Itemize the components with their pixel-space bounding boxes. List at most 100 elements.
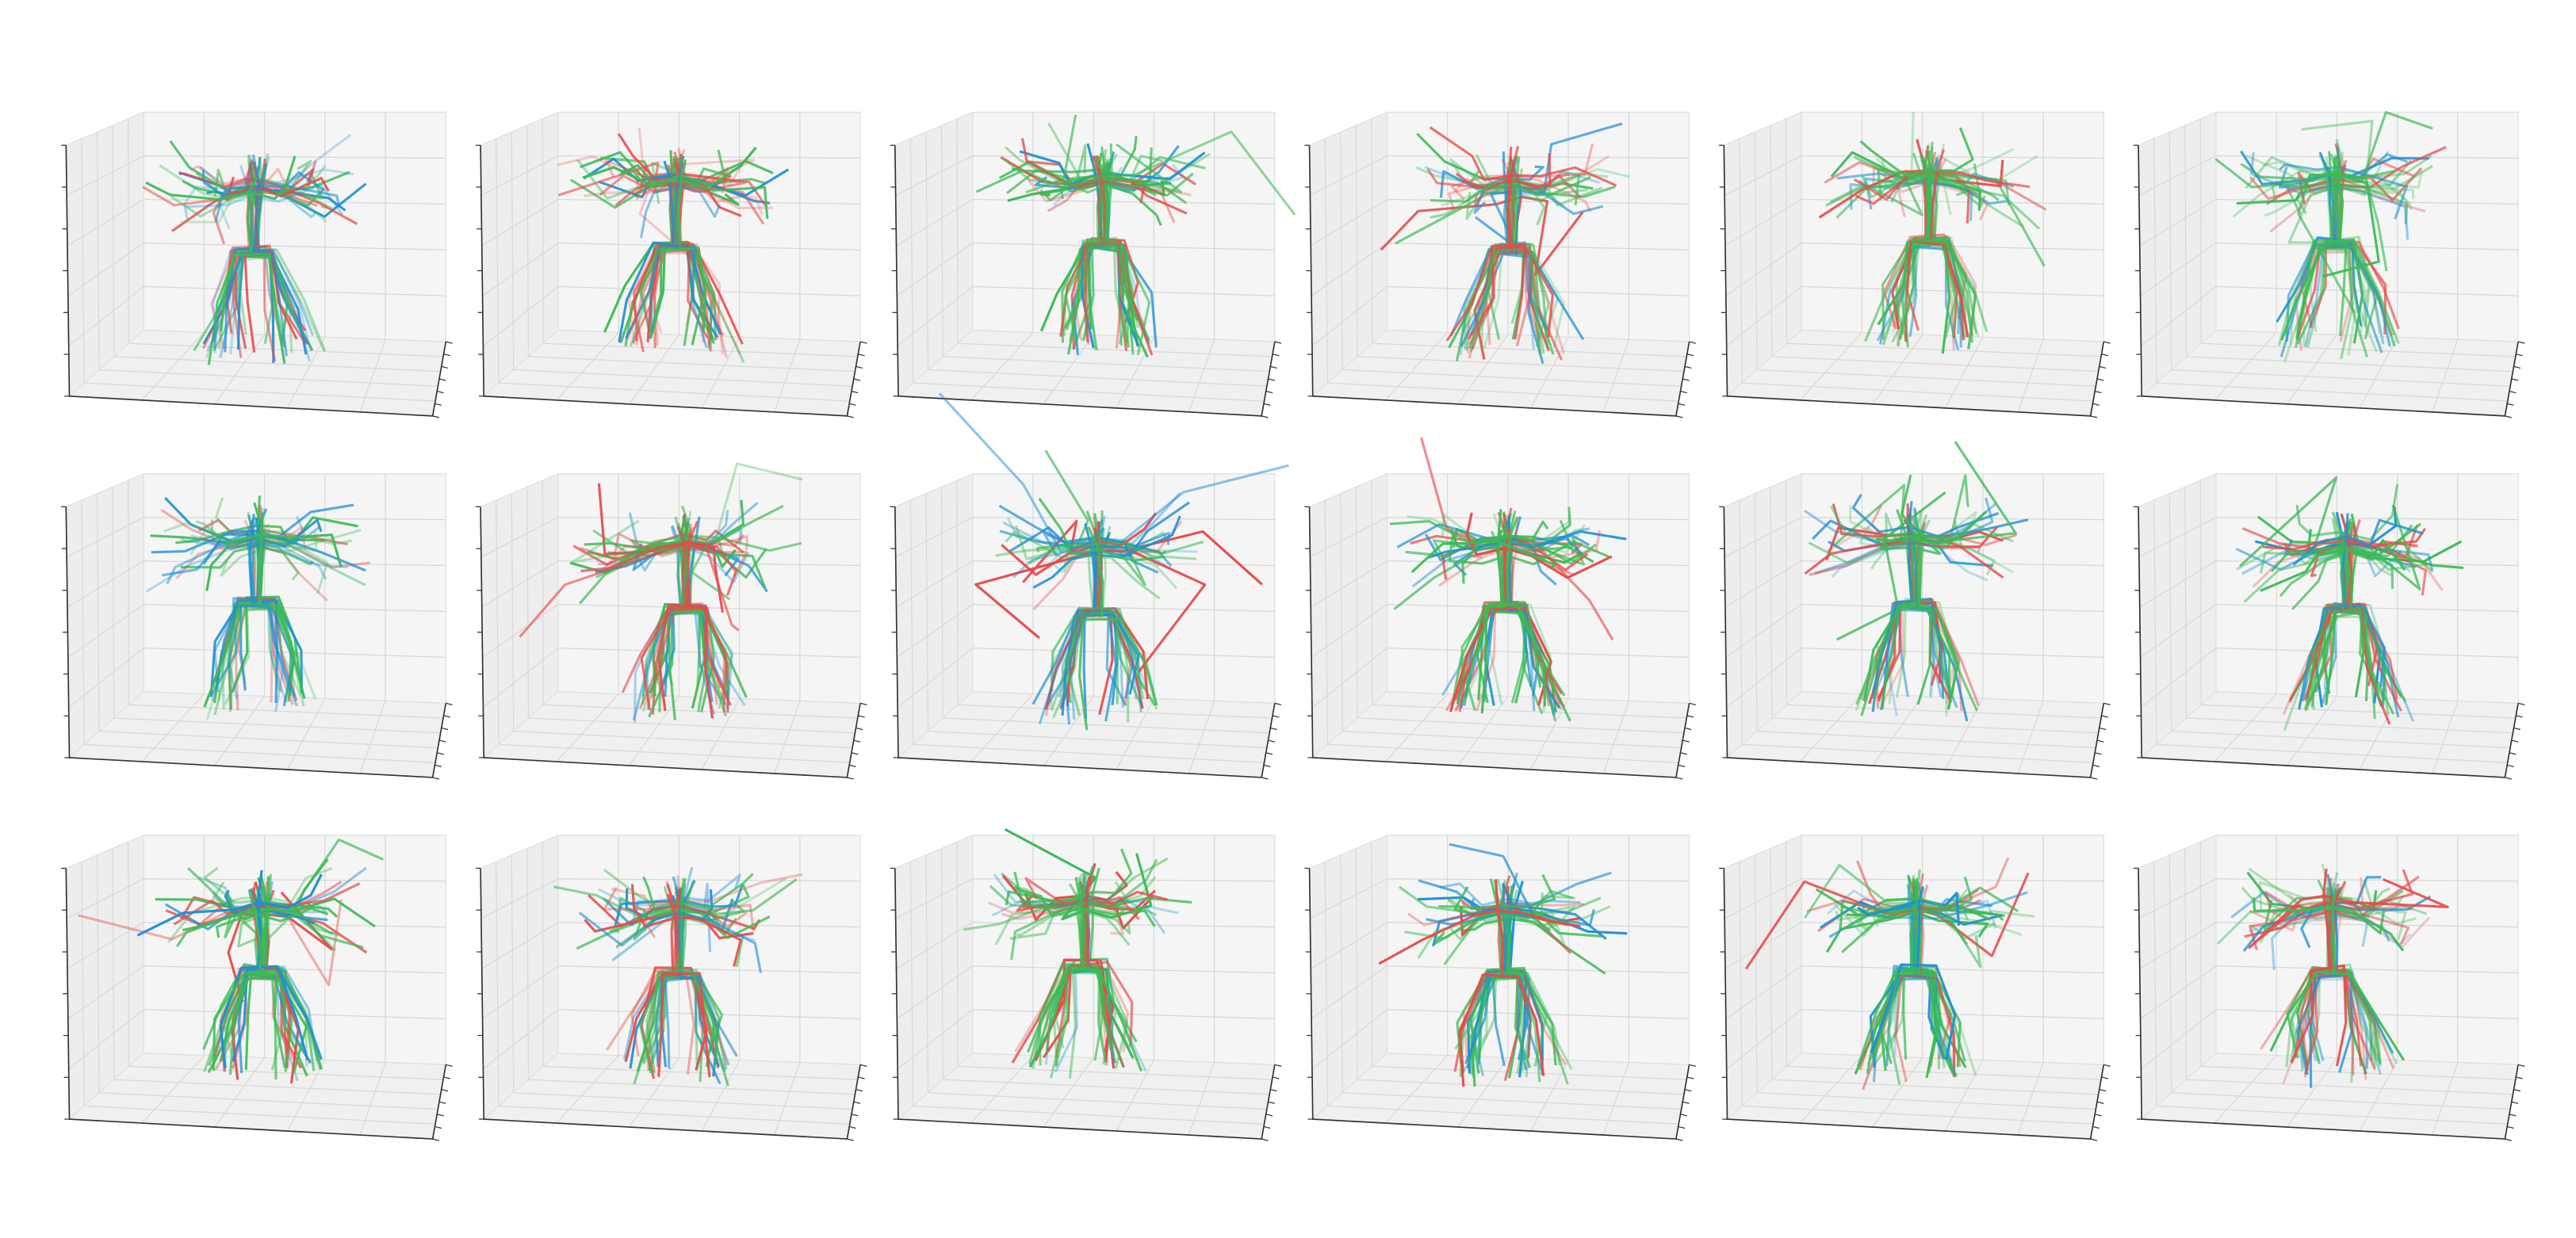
floor-grid <box>970 332 1034 401</box>
panel <box>2133 472 2525 780</box>
panel <box>61 472 453 780</box>
tick <box>1272 353 1280 357</box>
wall-grid <box>1754 132 1758 370</box>
floor-grid <box>2156 743 2508 763</box>
tick <box>847 415 854 418</box>
wall-grid <box>1801 604 2104 613</box>
skeleton-limb <box>619 163 769 220</box>
floor-grid <box>1742 382 2094 402</box>
skeleton-limb <box>1074 877 1085 968</box>
back-wall <box>972 835 1276 1065</box>
wall-grid <box>481 922 559 969</box>
floor-grid <box>2171 730 2511 749</box>
floor-grid <box>84 1105 436 1125</box>
skeleton-limb <box>145 543 348 593</box>
wall-grid <box>128 480 130 705</box>
wall-grid <box>1724 878 1802 919</box>
skeleton-limb <box>609 873 754 933</box>
wall-grid <box>972 648 1275 658</box>
wall-grid <box>1786 480 1788 705</box>
floor-grid <box>957 342 1273 357</box>
wall-grid <box>896 965 974 1019</box>
floor-grid <box>556 694 619 762</box>
floor-grid <box>214 696 266 766</box>
floor-grid <box>1116 698 1154 770</box>
wall-grid <box>557 560 861 567</box>
skeleton-limb <box>239 164 254 253</box>
floor-grid <box>2171 369 2511 387</box>
wall-grid <box>972 1009 1275 1020</box>
tick <box>2099 727 2107 731</box>
floor-grid <box>1457 696 1509 766</box>
skeleton-limb <box>2331 888 2337 975</box>
wall-grid <box>144 965 446 974</box>
skeleton-limb <box>1453 537 1584 576</box>
wall-grid <box>1355 848 1358 1080</box>
floor-grid <box>1799 694 1862 762</box>
floor-grid <box>2186 1079 2513 1095</box>
floor-grid <box>1327 1105 1679 1125</box>
wall-grid <box>925 854 929 1093</box>
wall-grid <box>2138 155 2217 197</box>
skeleton-limb <box>223 973 286 1072</box>
floor-grid <box>1357 356 1684 373</box>
tick <box>1274 702 1282 705</box>
tick <box>2095 752 2102 755</box>
wall-grid <box>1739 862 1743 1106</box>
wall-grid <box>1801 878 2104 882</box>
floor-grid <box>701 1060 741 1132</box>
skeleton-limb <box>1914 514 1928 606</box>
skeleton-limb <box>1085 243 1123 346</box>
skeleton-limb <box>136 873 323 937</box>
floor-grid <box>1188 1062 1215 1136</box>
tick <box>858 1076 865 1079</box>
wall-grid <box>2184 125 2187 357</box>
skeleton-limb <box>1833 903 2023 938</box>
wall-grid <box>2199 118 2202 344</box>
wall-grid <box>2215 242 2519 250</box>
floor-grid <box>1342 730 1682 749</box>
skeleton-limb <box>1851 494 2000 538</box>
skeleton-limb <box>639 184 722 239</box>
skeleton-limb <box>1038 498 1165 562</box>
wall-grid <box>2199 842 2202 1067</box>
floor-grid <box>98 730 438 749</box>
panel <box>475 834 867 1141</box>
skeleton-limb <box>212 246 285 353</box>
skeleton-limb <box>963 857 1169 931</box>
tick <box>853 378 861 381</box>
wall-grid <box>128 118 130 344</box>
wall-grid <box>542 118 544 344</box>
wall-grid <box>940 487 944 718</box>
skeleton-limb <box>1005 890 1192 909</box>
floor-grid <box>913 743 1265 763</box>
skeleton-limb <box>1895 598 1957 700</box>
tick <box>851 752 859 755</box>
wall-grid <box>1801 517 2104 521</box>
skeleton-limb <box>1468 246 1541 359</box>
wall-grid <box>2184 487 2187 718</box>
skeleton-limb <box>1430 176 1591 203</box>
tick <box>2507 1125 2514 1129</box>
tick <box>1261 777 1269 780</box>
skeleton-limb <box>1885 969 1946 1068</box>
skeleton-limb <box>2249 877 2364 932</box>
floor-grid <box>1756 369 2096 387</box>
skeleton-limb <box>170 182 334 218</box>
floor-grid <box>774 1062 801 1136</box>
tick <box>855 365 863 369</box>
wall-grid <box>909 138 914 384</box>
tick <box>1686 1076 1694 1079</box>
skeleton-limb <box>1091 159 1101 241</box>
wall-grid <box>1324 138 1329 384</box>
floor-grid <box>286 698 326 770</box>
panel <box>1304 437 1697 780</box>
wall-grid <box>1311 243 1388 296</box>
floor-grid <box>913 382 1265 402</box>
tick <box>1678 403 1686 406</box>
tick <box>1680 390 1687 394</box>
wall-grid <box>956 480 959 705</box>
wall-grid <box>1310 560 1388 608</box>
wall-grid <box>557 242 861 250</box>
